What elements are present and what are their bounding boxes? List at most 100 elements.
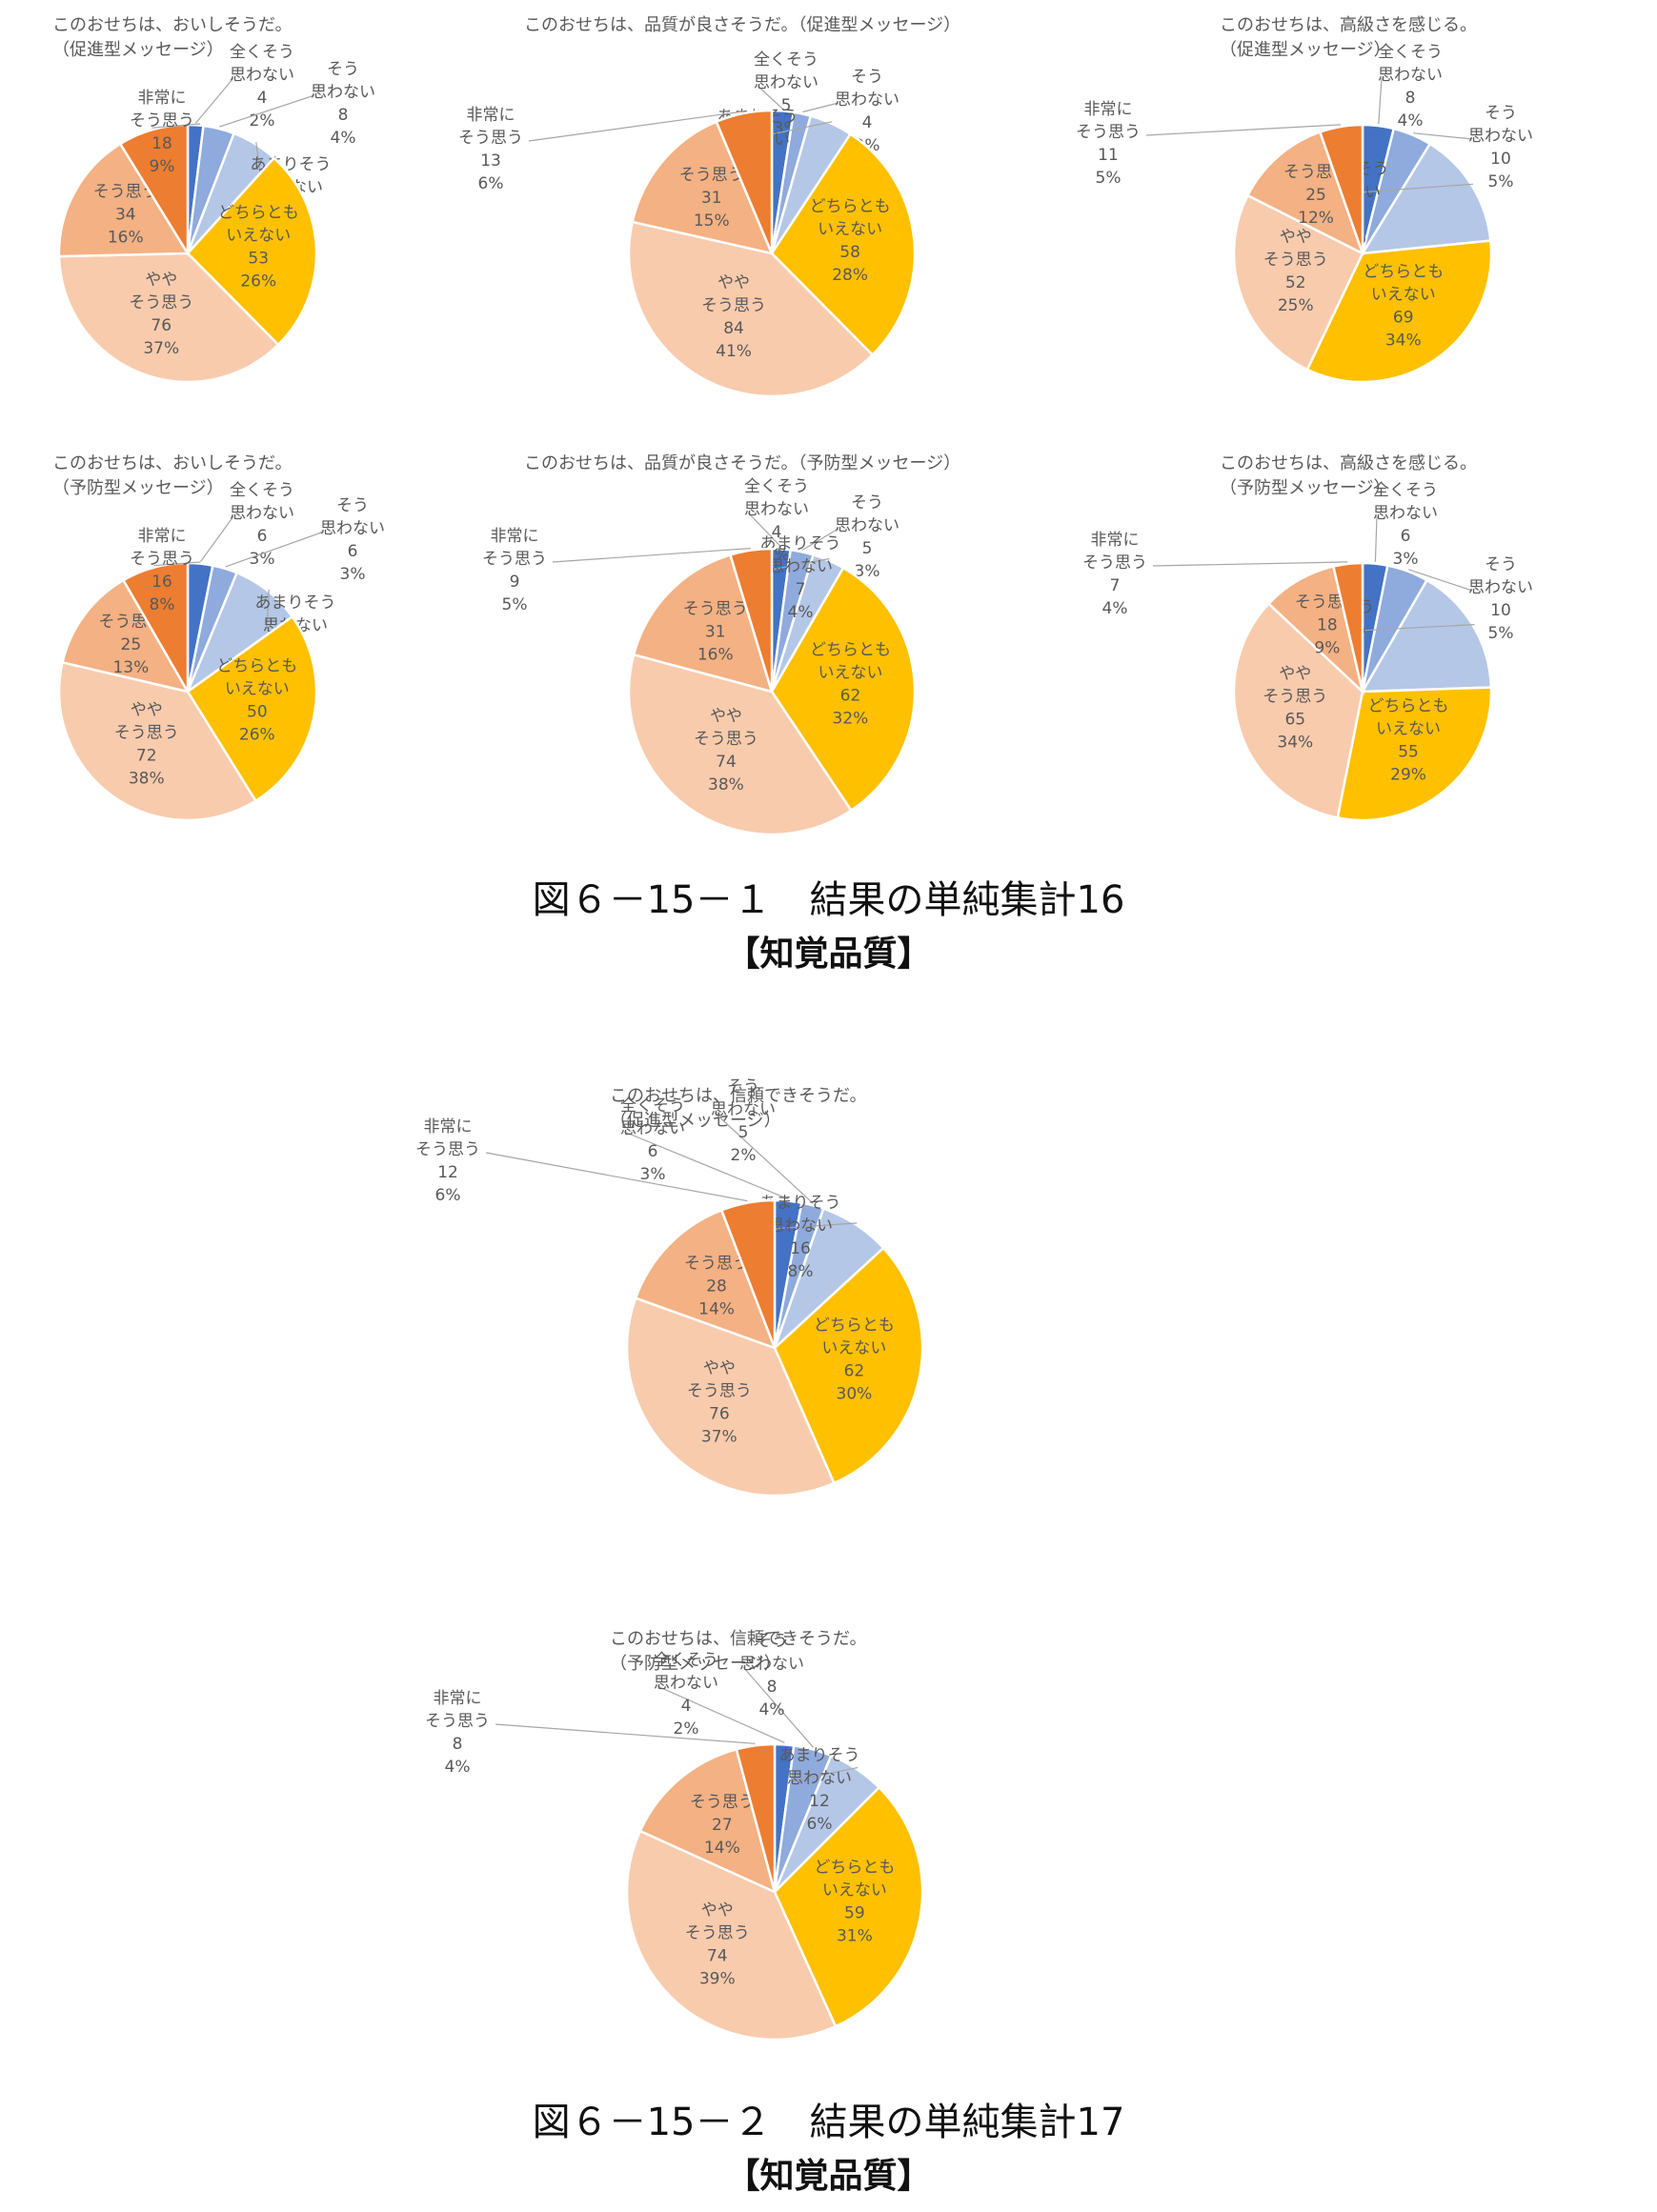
pie-slice: [61, 578, 191, 694]
pie-slice: [1245, 131, 1365, 256]
data-label-text: どちらとも: [810, 197, 891, 216]
data-label-text: 18: [152, 134, 172, 153]
data-label-text: やや: [703, 1358, 736, 1377]
data-label-text: 34%: [1385, 332, 1422, 351]
data-label-text: あまりそう: [779, 1746, 860, 1765]
data-label-text: そう思う: [685, 1923, 750, 1942]
data-label-text: そう思う: [1082, 553, 1147, 573]
data-label-text: 4%: [759, 1700, 785, 1719]
leader-line: [742, 1666, 815, 1748]
data-label-text: どちらとも: [216, 656, 297, 675]
leader-line: [757, 85, 784, 110]
pie-slice: [1232, 193, 1364, 372]
data-label-text: そう: [851, 493, 883, 513]
pie-slice: [627, 220, 875, 398]
data-label-text: 84: [723, 319, 744, 338]
leader-line: [552, 548, 751, 563]
data-label-text: そう思う: [679, 166, 744, 185]
pie-chart-8: このおせちは、信頼できそうだ。 （予防型メッセージ） 全くそう 思わない 4 2% そう…: [425, 1619, 1124, 2058]
data-label-text: やや: [1280, 228, 1312, 247]
data-label-text: 3%: [640, 1165, 666, 1184]
data-label-text: どちらとも: [814, 1858, 895, 1877]
data-label-text: 非常に: [467, 106, 515, 125]
data-label-text: 3%: [855, 562, 880, 581]
data-label-text: 76: [709, 1404, 730, 1423]
leader-line: [802, 102, 839, 113]
data-label-text: どちらとも: [810, 640, 891, 659]
data-label-text: 5%: [1488, 624, 1514, 643]
data-label-text: そう思う: [130, 550, 194, 569]
data-label-text: 8: [453, 1735, 463, 1754]
pie-slice: [57, 142, 191, 258]
pie-svg: 全くそう思わない84%そう思わない105%あまりそう思わない3015%どちらとも…: [1076, 43, 1533, 384]
figure-caption-2: 図６－15－２ 結果の単純集計17 【知覚品質】: [0, 2091, 1657, 2198]
pie-slice: [719, 1198, 777, 1349]
leader-line: [771, 557, 830, 571]
data-label-text: 非常に: [138, 527, 187, 546]
data-label-text: 65: [1284, 711, 1305, 730]
data-label-text: あまりそう: [255, 593, 336, 613]
pie-chart-4: このおせちは、おいしそうだ。 （予防型メッセージ） 全くそう 思わない 6 3% そう思…: [38, 448, 553, 848]
data-label-text: 全くそう: [654, 1651, 718, 1670]
data-label-text: 4%: [331, 129, 356, 148]
leader-line: [714, 1112, 814, 1204]
data-label-text: やや: [1279, 665, 1311, 684]
data-label-text: 14%: [698, 1299, 735, 1318]
data-label-text: どちらとも: [814, 1317, 895, 1336]
pie-chart-3: このおせちは、高級さを感じる。 （促進型メッセージ） 全くそう 思わない 8 4% そう…: [1076, 10, 1648, 410]
data-label-text: 3%: [250, 550, 275, 569]
data-label-text: 思わない: [230, 66, 294, 85]
pie-slice: [632, 553, 774, 694]
data-label-text: いえない: [225, 679, 290, 698]
data-label-text: 思わない: [320, 519, 385, 538]
data-label-text: 3%: [1393, 550, 1419, 569]
leader-line: [1408, 569, 1473, 592]
pie-slice: [773, 1785, 924, 2028]
data-label-text: やや: [710, 707, 742, 726]
data-label-text: 10: [1490, 601, 1511, 620]
leader-line: [266, 589, 270, 630]
data-label-text: 思わない: [654, 1674, 718, 1693]
data-label-text: 10: [1490, 150, 1511, 169]
chart-title: このおせちは、信頼できそうだ。 （予防型メッセージ）: [610, 1629, 867, 1674]
data-label-text: 53: [248, 249, 269, 268]
pie-chart-1: このおせちは、おいしそうだ。 （促進型メッセージ） 全くそう 思わない 4 2% そう思…: [38, 10, 553, 410]
data-label-text: 38%: [708, 775, 744, 794]
pie-slice: [728, 547, 774, 693]
data-label-text: 7: [1110, 576, 1121, 595]
data-label-text: 5: [738, 1123, 749, 1142]
data-label-text: 思わない: [744, 500, 809, 519]
data-label-text: あまりそう: [760, 534, 841, 553]
data-label-text: あまりそう: [760, 1194, 841, 1213]
pie-slice: [773, 1246, 924, 1485]
data-label: そう思う 27 14%: [690, 1793, 755, 1858]
pie-slice: [57, 660, 258, 822]
pie-svg: 全くそう思わない63%そう思わない105%あまりそう思わない3116%どちらとも…: [1082, 481, 1533, 822]
data-label-text: 思わない: [1468, 127, 1533, 146]
data-label-text: そう思う: [482, 550, 547, 569]
data-label-text: やや: [717, 273, 750, 292]
data-label: そう思う 34 16%: [93, 183, 158, 248]
pie-slice: [1336, 686, 1493, 822]
data-label-text: 5%: [1096, 169, 1122, 188]
data-label-text: そう思う: [684, 1254, 749, 1273]
data-label-text: そう思う: [129, 293, 193, 312]
data-label-text: 12%: [1298, 209, 1334, 228]
data-label-text: 11: [1098, 146, 1119, 165]
data-label-text: 思わない: [754, 73, 818, 92]
chart-title: このおせちは、おいしそうだ。 （予防型メッセージ）: [52, 453, 293, 498]
leader-line: [528, 111, 743, 142]
data-label-text: 9%: [1314, 639, 1340, 658]
